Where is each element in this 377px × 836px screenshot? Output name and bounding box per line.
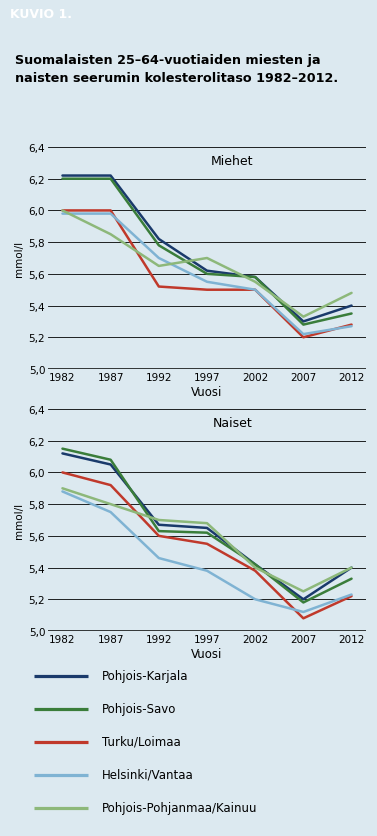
Text: Miehet: Miehet [211, 155, 254, 167]
Text: Suomalaisten 25–64-vuotiaiden miesten ja
naisten seerumin kolesterolitaso 1982–2: Suomalaisten 25–64-vuotiaiden miesten ja… [15, 54, 338, 85]
Text: Helsinki/Vantaa: Helsinki/Vantaa [101, 768, 193, 781]
Text: KUVIO 1.: KUVIO 1. [9, 8, 72, 22]
X-axis label: Vuosi: Vuosi [191, 647, 223, 660]
Text: Pohjois-Pohjanmaa/Kainuu: Pohjois-Pohjanmaa/Kainuu [101, 801, 257, 814]
Y-axis label: mmol/l: mmol/l [14, 502, 25, 538]
Y-axis label: mmol/l: mmol/l [14, 241, 25, 277]
Text: Pohjois-Karjala: Pohjois-Karjala [101, 669, 188, 682]
Text: Turku/Loimaa: Turku/Loimaa [101, 735, 180, 748]
Text: Pohjois-Savo: Pohjois-Savo [101, 702, 176, 715]
X-axis label: Vuosi: Vuosi [191, 385, 223, 398]
Text: Naiset: Naiset [213, 416, 252, 429]
